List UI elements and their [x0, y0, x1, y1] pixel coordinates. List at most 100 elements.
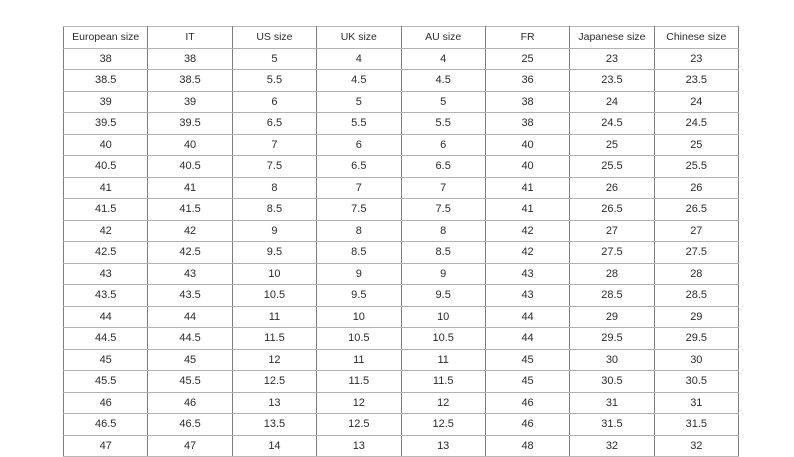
table-cell: 9.5 [400, 284, 486, 307]
table-cell: 46.5 [147, 413, 233, 436]
table-cell: 4.5 [400, 69, 486, 92]
shoe-size-conversion-table: European size IT US size UK size AU size FR Ja… [62, 26, 740, 457]
table-cell: 23.5 [653, 69, 740, 92]
table-cell: 9 [400, 262, 486, 285]
table-cell: 42 [62, 219, 149, 242]
table-cell: 8.5 [316, 241, 402, 264]
table-row: 39 39 6 5 5 38 24 24 [62, 90, 740, 113]
table-cell: 48 [484, 434, 571, 457]
table-cell: 7 [400, 176, 486, 199]
table-cell: 12.5 [231, 370, 318, 393]
table-cell: 45 [62, 348, 149, 371]
table-cell: 25.5 [569, 155, 655, 178]
table-row: 46.5 46.5 13.5 12.5 12.5 46 31.5 31.5 [62, 413, 740, 436]
table-cell: 38 [484, 90, 571, 113]
table-cell: 5 [231, 47, 318, 70]
table-cell: 11.5 [316, 370, 402, 393]
table-cell: 10.5 [316, 327, 402, 350]
table-cell: 28.5 [653, 284, 740, 307]
table-cell: 38 [147, 47, 233, 70]
table-cell: 47 [147, 434, 233, 457]
column-header-fr: FR [484, 26, 571, 49]
table-cell: 43 [484, 284, 571, 307]
table-cell: 28 [569, 262, 655, 285]
table-cell: 10.5 [231, 284, 318, 307]
table-cell: 5 [400, 90, 486, 113]
table-cell: 26 [653, 176, 740, 199]
table-row: 41 41 8 7 7 41 26 26 [62, 176, 740, 199]
table-row: 45 45 12 11 11 45 30 30 [62, 348, 740, 371]
table-cell: 42.5 [147, 241, 233, 264]
table-cell: 41.5 [147, 198, 233, 221]
column-header-au-size: AU size [400, 26, 486, 49]
table-row: 44.5 44.5 11.5 10.5 10.5 44 29.5 29.5 [62, 327, 740, 350]
table-cell: 36 [484, 69, 571, 92]
table-cell: 39 [62, 90, 149, 113]
table-cell: 10 [400, 305, 486, 328]
table-cell: 43.5 [147, 284, 233, 307]
table-row: 42.5 42.5 9.5 8.5 8.5 42 27.5 27.5 [62, 241, 740, 264]
table-cell: 4.5 [316, 69, 402, 92]
table-cell: 28.5 [569, 284, 655, 307]
table-cell: 43 [62, 262, 149, 285]
table-cell: 12 [316, 391, 402, 414]
table-header: European size IT US size UK size AU size FR Ja… [62, 26, 740, 49]
table-cell: 31 [569, 391, 655, 414]
table-cell: 24 [653, 90, 740, 113]
table-cell: 12.5 [400, 413, 486, 436]
table-cell: 7.5 [231, 155, 318, 178]
table-cell: 13.5 [231, 413, 318, 436]
table-cell: 38.5 [62, 69, 149, 92]
table-row: 41.5 41.5 8.5 7.5 7.5 41 26.5 26.5 [62, 198, 740, 221]
table-cell: 42 [147, 219, 233, 242]
table-header-row: European size IT US size UK size AU size FR Ja… [62, 26, 740, 49]
table-cell: 9.5 [231, 241, 318, 264]
table-cell: 44 [484, 327, 571, 350]
table-cell: 42 [484, 219, 571, 242]
column-header-it: IT [147, 26, 233, 49]
table-cell: 45 [484, 370, 571, 393]
table-row: 40 40 7 6 6 40 25 25 [62, 133, 740, 156]
table-cell: 38 [484, 112, 571, 135]
table-cell: 5.5 [316, 112, 402, 135]
table-cell: 32 [569, 434, 655, 457]
table-cell: 7 [316, 176, 402, 199]
table-cell: 23 [569, 47, 655, 70]
table-cell: 12 [400, 391, 486, 414]
table-cell: 7.5 [316, 198, 402, 221]
table-cell: 23 [653, 47, 740, 70]
table-cell: 28 [653, 262, 740, 285]
table-row: 44 44 11 10 10 44 29 29 [62, 305, 740, 328]
table-cell: 44.5 [147, 327, 233, 350]
table-cell: 40.5 [62, 155, 149, 178]
table-cell: 46.5 [62, 413, 149, 436]
table-cell: 47 [62, 434, 149, 457]
table-cell: 27 [653, 219, 740, 242]
table-row: 47 47 14 13 13 48 32 32 [62, 434, 740, 457]
table-cell: 38.5 [147, 69, 233, 92]
table-cell: 13 [231, 391, 318, 414]
table-cell: 26.5 [569, 198, 655, 221]
table-cell: 39.5 [147, 112, 233, 135]
table-cell: 6 [316, 133, 402, 156]
table-cell: 8 [316, 219, 402, 242]
table-cell: 32 [653, 434, 740, 457]
table-cell: 9 [231, 219, 318, 242]
table-cell: 12 [231, 348, 318, 371]
table-cell: 39.5 [62, 112, 149, 135]
table-cell: 8 [400, 219, 486, 242]
table-row: 43.5 43.5 10.5 9.5 9.5 43 28.5 28.5 [62, 284, 740, 307]
table-cell: 13 [400, 434, 486, 457]
table-cell: 6 [231, 90, 318, 113]
table-row: 43 43 10 9 9 43 28 28 [62, 262, 740, 285]
table-cell: 30 [653, 348, 740, 371]
table-cell: 30.5 [653, 370, 740, 393]
table-cell: 30.5 [569, 370, 655, 393]
table-cell: 43 [147, 262, 233, 285]
table-row: 45.5 45.5 12.5 11.5 11.5 45 30.5 30.5 [62, 370, 740, 393]
table-cell: 8.5 [231, 198, 318, 221]
table-cell: 10 [316, 305, 402, 328]
table-cell: 25 [653, 133, 740, 156]
table-cell: 5.5 [231, 69, 318, 92]
size-table-container: European size IT US size UK size AU size FR Ja… [62, 26, 740, 457]
